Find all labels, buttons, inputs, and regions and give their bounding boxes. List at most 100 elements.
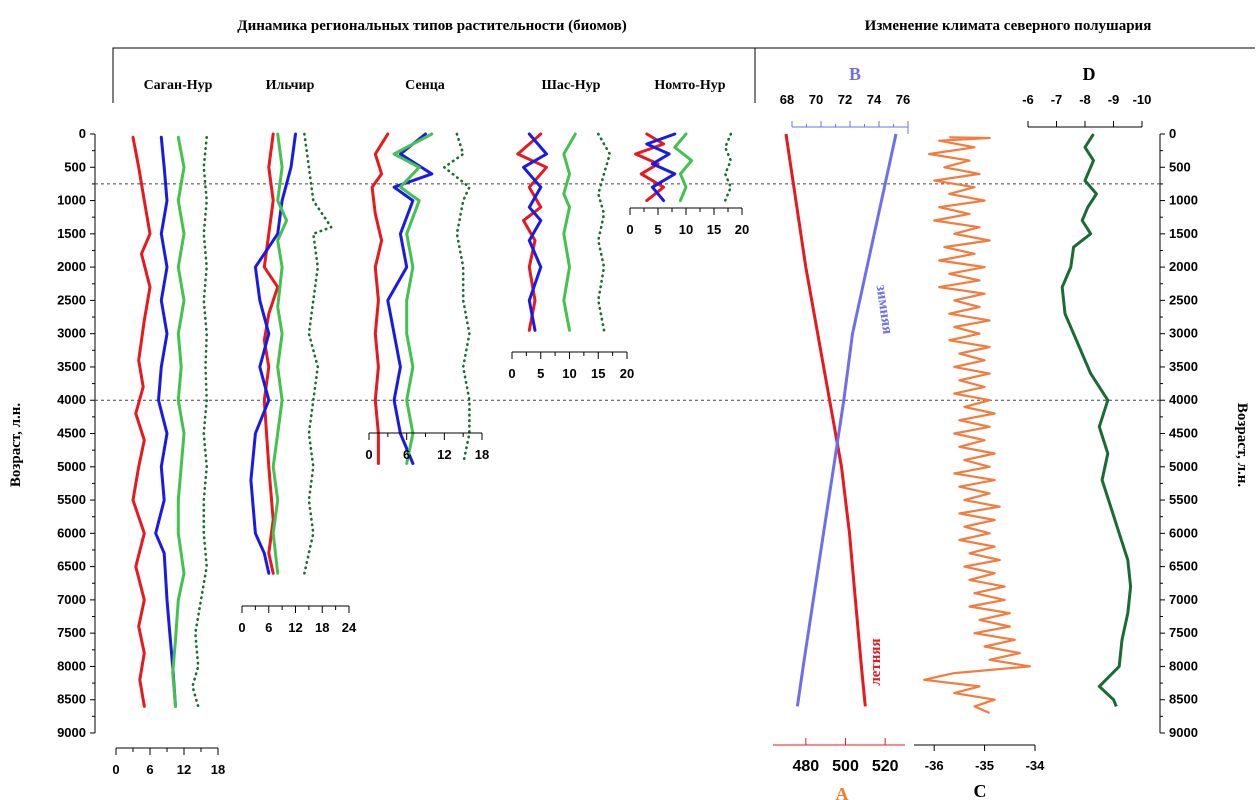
summer-series-label: летняя bbox=[868, 638, 884, 685]
x-tick-label: 5 bbox=[654, 222, 661, 237]
summer-insolation-line bbox=[784, 133, 867, 707]
age-tick-right: 7500 bbox=[1169, 625, 1198, 640]
c-x-axis: -36 -35 -34 bbox=[914, 744, 1046, 773]
series-line-darkgreen bbox=[723, 132, 733, 202]
x-tick-label: 6 bbox=[146, 762, 153, 777]
biomes-bracket bbox=[112, 47, 756, 103]
series-line-green bbox=[562, 132, 577, 332]
d-tick-label: -7 bbox=[1051, 92, 1063, 107]
age-tick-right: 9000 bbox=[1169, 725, 1198, 740]
insolation-a-tick: 500 bbox=[832, 758, 859, 775]
x-tick-label: 18 bbox=[315, 620, 329, 635]
insolation-b-tick: 76 bbox=[896, 92, 910, 107]
pollen-x-axis: 0 5 10 15 20 bbox=[626, 207, 749, 237]
x-tick-label: 6 bbox=[403, 447, 410, 462]
site-label-sentsa: Сенца bbox=[405, 78, 445, 93]
series-line-red bbox=[370, 132, 390, 465]
series-line-red bbox=[634, 132, 666, 203]
age-tick-left: 3000 bbox=[57, 326, 86, 341]
x-tick-label: 20 bbox=[735, 222, 749, 237]
age-tick-right: 4500 bbox=[1169, 426, 1198, 441]
x-tick-label: 10 bbox=[679, 222, 693, 237]
x-tick-label: 24 bbox=[342, 620, 357, 635]
d-tick-label: -8 bbox=[1079, 92, 1091, 107]
age-tick-right: 6500 bbox=[1169, 559, 1198, 574]
age-tick-right: 2000 bbox=[1169, 259, 1198, 274]
series-line-green bbox=[673, 132, 694, 203]
site-label-nomto-nur: Номто-Нур bbox=[654, 78, 725, 93]
pollen-x-axis: 0 6 12 18 bbox=[365, 432, 489, 462]
age-tick-left: 5500 bbox=[57, 492, 86, 507]
age-tick-left: 1500 bbox=[57, 226, 86, 241]
pollen-x-axis: 0 6 12 18 bbox=[112, 747, 225, 777]
c-series-line bbox=[923, 136, 1032, 715]
x-tick-label: 0 bbox=[365, 447, 372, 462]
age-tick-right: 500 bbox=[1169, 159, 1191, 174]
label-b: B bbox=[849, 64, 861, 84]
age-tick-left: 7000 bbox=[57, 592, 86, 607]
insolation-b-tick: 74 bbox=[867, 92, 882, 107]
age-tick-left: 2500 bbox=[57, 292, 86, 307]
series-line-red bbox=[131, 135, 152, 708]
age-tick-left: 7500 bbox=[57, 625, 86, 640]
x-tick-label: 20 bbox=[620, 366, 634, 381]
age-tick-right: 3500 bbox=[1169, 359, 1198, 374]
age-tick-right: 8500 bbox=[1169, 692, 1198, 707]
x-tick-label: 0 bbox=[508, 366, 515, 381]
series-line-darkgreen bbox=[597, 132, 612, 332]
pollen-x-axis: 0 5 10 15 20 bbox=[508, 351, 634, 381]
age-tick-right: 7000 bbox=[1169, 592, 1198, 607]
age-tick-left: 4000 bbox=[57, 392, 86, 407]
age-tick-left: 1000 bbox=[57, 193, 86, 208]
age-tick-right: 5500 bbox=[1169, 492, 1198, 507]
age-tick-right: 2500 bbox=[1169, 292, 1198, 307]
d-series-line bbox=[1060, 133, 1133, 707]
insolation-b-tick: 72 bbox=[838, 92, 852, 107]
age-tick-left: 2000 bbox=[57, 259, 86, 274]
c-tick-label: -34 bbox=[1026, 758, 1046, 773]
series-line-blue bbox=[522, 132, 548, 332]
age-tick-right: 0 bbox=[1169, 126, 1176, 141]
age-tick-left: 6000 bbox=[57, 525, 86, 540]
biomes-header: Динамика региональных типов растительнос… bbox=[237, 18, 626, 34]
x-tick-label: 6 bbox=[265, 620, 272, 635]
insolation-axis-b: 68 70 72 74 76 bbox=[780, 92, 910, 134]
age-tick-right: 1000 bbox=[1169, 193, 1198, 208]
insolation-axis-a: 480 500 520 bbox=[773, 738, 905, 775]
age-tick-right: 3000 bbox=[1169, 326, 1198, 341]
age-tick-right: 8000 bbox=[1169, 658, 1198, 673]
series-line-green bbox=[171, 135, 186, 708]
site-label-ilchir: Ильчир bbox=[266, 78, 315, 93]
y-axis-label-right: Возраст, л.н. bbox=[1234, 403, 1250, 488]
age-tick-left: 9000 bbox=[57, 725, 86, 740]
x-tick-label: 5 bbox=[537, 366, 544, 381]
climate-header: Изменение климата северного полушария bbox=[865, 18, 1152, 34]
label-a: A bbox=[836, 784, 849, 800]
x-tick-label: 18 bbox=[475, 447, 489, 462]
age-tick-left: 500 bbox=[64, 159, 86, 174]
label-c: C bbox=[974, 781, 987, 800]
site-label-sagan-nur: Саган-Нур bbox=[144, 78, 213, 93]
site-label-shas-nur: Шас-Нур bbox=[542, 78, 601, 93]
age-tick-left: 4500 bbox=[57, 426, 86, 441]
series-line-green bbox=[392, 132, 434, 465]
left-age-axis: 0 500 1000 1500 2000 2500 3000 3500 4000 4500 5000… bbox=[57, 126, 96, 740]
insolation-a-tick: 520 bbox=[872, 758, 899, 775]
d-x-axis: -6 -7 -8 -9 -10 bbox=[1022, 92, 1151, 128]
age-tick-right: 1500 bbox=[1169, 226, 1198, 241]
age-tick-right: 5000 bbox=[1169, 459, 1198, 474]
age-tick-right: 6000 bbox=[1169, 525, 1198, 540]
age-tick-right: 4000 bbox=[1169, 392, 1198, 407]
age-tick-left: 8500 bbox=[57, 692, 86, 707]
x-tick-label: 12 bbox=[437, 447, 451, 462]
d-tick-label: -6 bbox=[1022, 92, 1034, 107]
right-age-axis: 0 500 1000 1500 2000 2500 3000 3500 4000 4500 5000… bbox=[1159, 126, 1198, 740]
x-tick-label: 0 bbox=[626, 222, 633, 237]
winter-series-label: зимняя bbox=[873, 284, 896, 336]
x-tick-label: 10 bbox=[562, 366, 576, 381]
series-line-blue bbox=[386, 132, 434, 465]
series-line-green bbox=[271, 132, 289, 575]
age-tick-left: 6500 bbox=[57, 559, 86, 574]
x-tick-label: 12 bbox=[288, 620, 302, 635]
